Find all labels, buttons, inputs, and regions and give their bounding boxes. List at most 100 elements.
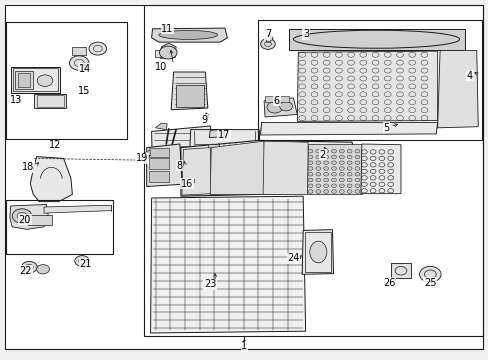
Bar bbox=[305, 232, 330, 272]
Polygon shape bbox=[263, 141, 307, 194]
Circle shape bbox=[339, 149, 344, 153]
Text: 24: 24 bbox=[286, 253, 299, 264]
Circle shape bbox=[37, 265, 49, 274]
Circle shape bbox=[323, 178, 328, 182]
Circle shape bbox=[323, 161, 328, 165]
Circle shape bbox=[346, 184, 351, 188]
Bar bbox=[15, 71, 33, 89]
Circle shape bbox=[279, 102, 292, 111]
Bar bbox=[149, 148, 168, 157]
Circle shape bbox=[21, 261, 37, 273]
Text: 7: 7 bbox=[264, 29, 270, 39]
Circle shape bbox=[323, 172, 328, 176]
Circle shape bbox=[307, 184, 312, 188]
Circle shape bbox=[354, 149, 359, 153]
Text: 23: 23 bbox=[203, 279, 216, 289]
Circle shape bbox=[315, 155, 320, 159]
Circle shape bbox=[89, 42, 106, 55]
Circle shape bbox=[307, 161, 312, 165]
Polygon shape bbox=[306, 144, 361, 194]
Circle shape bbox=[354, 167, 359, 170]
Circle shape bbox=[69, 56, 89, 70]
Circle shape bbox=[331, 172, 336, 176]
Circle shape bbox=[323, 149, 328, 153]
Bar bbox=[13, 68, 58, 91]
Circle shape bbox=[331, 155, 336, 159]
Circle shape bbox=[315, 172, 320, 176]
Circle shape bbox=[323, 167, 328, 170]
Bar bbox=[207, 144, 218, 158]
Bar bbox=[265, 35, 270, 42]
Circle shape bbox=[339, 161, 344, 165]
Circle shape bbox=[12, 209, 32, 223]
Bar bbox=[11, 67, 60, 93]
Text: 4: 4 bbox=[466, 71, 472, 81]
Polygon shape bbox=[10, 204, 49, 229]
Polygon shape bbox=[171, 72, 207, 110]
Circle shape bbox=[331, 161, 336, 165]
Circle shape bbox=[331, 184, 336, 188]
Polygon shape bbox=[437, 50, 477, 128]
Circle shape bbox=[307, 155, 312, 159]
Circle shape bbox=[346, 190, 351, 193]
Circle shape bbox=[354, 161, 359, 165]
Text: 21: 21 bbox=[79, 258, 92, 269]
Polygon shape bbox=[146, 144, 182, 186]
Bar bbox=[149, 158, 168, 169]
Circle shape bbox=[323, 190, 328, 193]
Circle shape bbox=[354, 184, 359, 188]
Polygon shape bbox=[145, 150, 150, 157]
Polygon shape bbox=[182, 148, 211, 195]
Circle shape bbox=[339, 155, 344, 159]
Text: 18: 18 bbox=[22, 162, 35, 172]
Polygon shape bbox=[44, 205, 111, 213]
Circle shape bbox=[331, 190, 336, 193]
Text: 12: 12 bbox=[49, 140, 61, 150]
Bar bbox=[264, 96, 289, 102]
Text: 26: 26 bbox=[382, 278, 395, 288]
Circle shape bbox=[315, 190, 320, 193]
Circle shape bbox=[346, 149, 351, 153]
Circle shape bbox=[346, 161, 351, 165]
Text: 17: 17 bbox=[217, 130, 229, 140]
Text: 3: 3 bbox=[303, 29, 309, 39]
Circle shape bbox=[354, 178, 359, 182]
Circle shape bbox=[266, 102, 282, 113]
Polygon shape bbox=[150, 196, 305, 333]
Bar bbox=[390, 263, 410, 278]
Bar bbox=[28, 215, 52, 225]
Circle shape bbox=[419, 266, 440, 282]
Bar bbox=[37, 95, 63, 107]
Text: 1: 1 bbox=[241, 341, 247, 351]
Polygon shape bbox=[264, 98, 297, 117]
Bar bbox=[149, 171, 168, 182]
Bar bbox=[288, 29, 464, 50]
Circle shape bbox=[331, 149, 336, 153]
Circle shape bbox=[354, 190, 359, 193]
Bar bbox=[176, 85, 204, 107]
Circle shape bbox=[346, 178, 351, 182]
Text: 19: 19 bbox=[135, 153, 148, 163]
Polygon shape bbox=[30, 157, 72, 202]
Circle shape bbox=[323, 184, 328, 188]
Polygon shape bbox=[155, 123, 167, 130]
Text: 9: 9 bbox=[201, 114, 207, 125]
Text: 11: 11 bbox=[161, 24, 173, 34]
Polygon shape bbox=[181, 140, 360, 196]
Polygon shape bbox=[260, 122, 437, 135]
Polygon shape bbox=[210, 141, 264, 194]
Circle shape bbox=[339, 167, 344, 170]
Circle shape bbox=[260, 39, 275, 49]
Circle shape bbox=[315, 178, 320, 182]
Circle shape bbox=[346, 167, 351, 170]
Polygon shape bbox=[302, 230, 333, 274]
Text: 25: 25 bbox=[423, 278, 436, 288]
Polygon shape bbox=[209, 130, 224, 138]
Circle shape bbox=[315, 149, 320, 153]
Text: 10: 10 bbox=[154, 62, 166, 72]
Bar bbox=[72, 47, 86, 55]
Polygon shape bbox=[160, 43, 176, 58]
Polygon shape bbox=[360, 144, 400, 194]
Circle shape bbox=[307, 178, 312, 182]
Polygon shape bbox=[151, 28, 227, 42]
